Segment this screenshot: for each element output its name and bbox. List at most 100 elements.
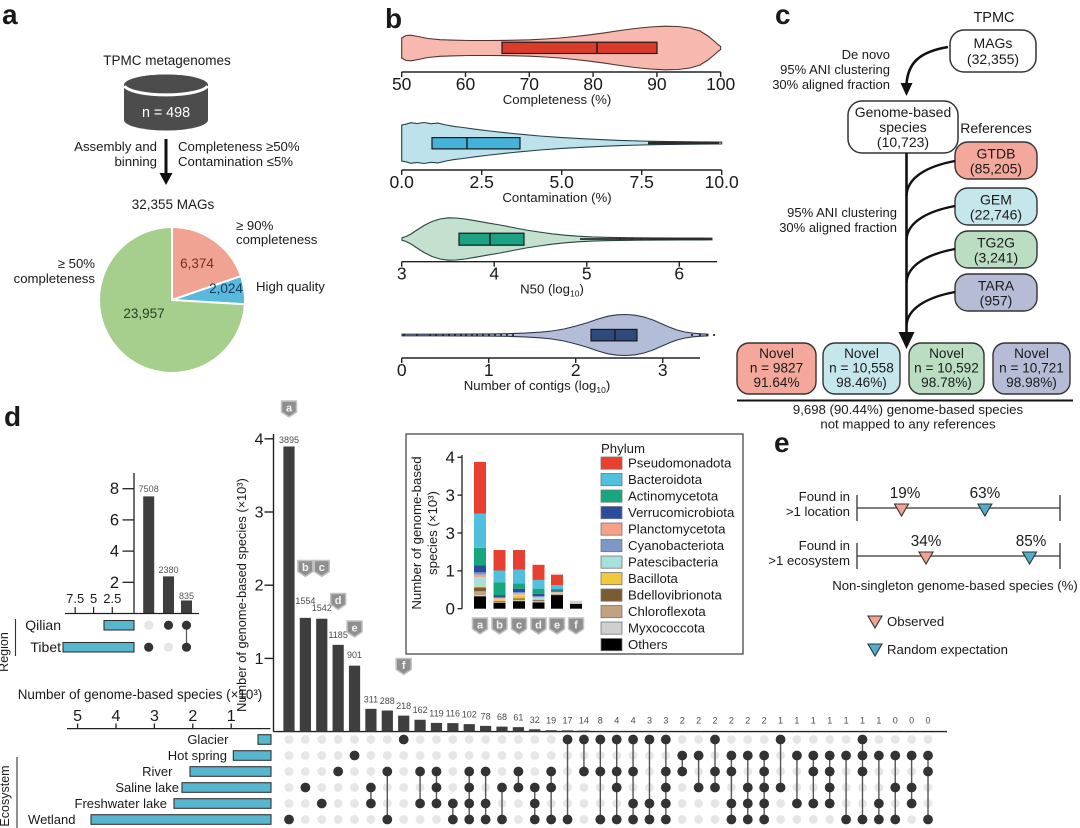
svg-text:Myxococcota: Myxococcota bbox=[628, 621, 706, 636]
svg-text:Number of contigs (log10): Number of contigs (log10) bbox=[464, 378, 611, 395]
svg-text:≥ 90%: ≥ 90% bbox=[236, 218, 274, 233]
svg-text:Number of genome-based species: Number of genome-based species (×10³) bbox=[234, 478, 249, 712]
svg-text:n = 498: n = 498 bbox=[142, 105, 190, 121]
svg-text:1: 1 bbox=[827, 716, 832, 726]
svg-text:Bdellovibrionota: Bdellovibrionota bbox=[628, 588, 723, 603]
svg-text:162: 162 bbox=[413, 705, 428, 715]
svg-text:2: 2 bbox=[762, 716, 767, 726]
svg-text:TPMC: TPMC bbox=[973, 10, 1014, 26]
svg-text:7508: 7508 bbox=[139, 484, 159, 494]
svg-text:Assembly and: Assembly and bbox=[74, 139, 157, 154]
svg-text:Freshwater lake: Freshwater lake bbox=[75, 796, 167, 811]
svg-text:d: d bbox=[4, 401, 21, 432]
svg-text:2: 2 bbox=[696, 716, 701, 726]
svg-text:32,355 MAGs: 32,355 MAGs bbox=[132, 197, 215, 212]
svg-text:6: 6 bbox=[674, 264, 684, 284]
svg-text:Novel: Novel bbox=[929, 346, 964, 361]
svg-text:Found in: Found in bbox=[799, 489, 850, 504]
svg-text:Saline lake: Saline lake bbox=[115, 780, 179, 795]
svg-text:95% ANI clustering: 95% ANI clustering bbox=[787, 205, 897, 220]
svg-text:19%: 19% bbox=[890, 485, 921, 502]
svg-text:5: 5 bbox=[73, 708, 82, 725]
svg-text:Completeness (%): Completeness (%) bbox=[503, 92, 611, 107]
svg-text:10.0: 10.0 bbox=[705, 172, 739, 192]
svg-text:f: f bbox=[574, 620, 578, 632]
svg-text:(3,241): (3,241) bbox=[974, 250, 1018, 266]
svg-text:1: 1 bbox=[484, 360, 494, 380]
svg-text:78: 78 bbox=[481, 711, 491, 721]
svg-text:Contamination (%): Contamination (%) bbox=[502, 190, 611, 205]
svg-text:2: 2 bbox=[745, 716, 750, 726]
svg-text:Others: Others bbox=[628, 637, 668, 652]
svg-text:Phylum: Phylum bbox=[601, 441, 645, 456]
svg-text:4: 4 bbox=[631, 716, 636, 726]
svg-text:116: 116 bbox=[446, 709, 460, 719]
svg-text:1: 1 bbox=[811, 716, 816, 726]
svg-text:b: b bbox=[496, 620, 503, 632]
svg-text:901: 901 bbox=[347, 650, 362, 660]
svg-text:3895: 3895 bbox=[279, 435, 299, 445]
svg-text:Chloroflexota: Chloroflexota bbox=[628, 604, 706, 619]
svg-text:Glacier: Glacier bbox=[187, 732, 229, 747]
svg-text:not mapped to any references: not mapped to any references bbox=[820, 417, 996, 432]
svg-text:7.5: 7.5 bbox=[66, 591, 84, 606]
svg-text:(10,723): (10,723) bbox=[877, 134, 929, 150]
svg-text:Ecosystem: Ecosystem bbox=[0, 765, 12, 826]
svg-text:Found in: Found in bbox=[799, 538, 850, 553]
svg-text:(22,746): (22,746) bbox=[970, 207, 1022, 223]
svg-text:3: 3 bbox=[647, 716, 652, 726]
svg-text:c: c bbox=[775, 0, 791, 30]
svg-text:MAGs: MAGs bbox=[974, 35, 1013, 51]
svg-text:2.5: 2.5 bbox=[103, 591, 121, 606]
svg-text:GTDB: GTDB bbox=[977, 146, 1016, 162]
svg-text:c: c bbox=[319, 562, 325, 574]
svg-text:19: 19 bbox=[546, 716, 556, 726]
svg-text:Patescibacteria: Patescibacteria bbox=[628, 555, 719, 570]
svg-text:2,024: 2,024 bbox=[209, 281, 243, 296]
svg-text:9,698 (90.44%) genome-based sp: 9,698 (90.44%) genome-based species bbox=[793, 402, 1024, 417]
svg-text:3: 3 bbox=[255, 505, 264, 522]
svg-text:2: 2 bbox=[110, 574, 119, 592]
svg-text:Number of genome-based species: Number of genome-based species (×10³) bbox=[18, 687, 263, 702]
svg-text:1: 1 bbox=[778, 716, 783, 726]
svg-text:n = 10,721: n = 10,721 bbox=[999, 361, 1064, 376]
svg-text:2380: 2380 bbox=[158, 565, 178, 575]
svg-text:95% ANI clustering: 95% ANI clustering bbox=[780, 62, 890, 77]
svg-text:4: 4 bbox=[489, 264, 499, 284]
svg-text:3: 3 bbox=[658, 360, 668, 380]
svg-text:1542: 1542 bbox=[312, 603, 332, 613]
svg-text:e: e bbox=[554, 620, 560, 632]
svg-text:0.0: 0.0 bbox=[390, 172, 415, 192]
svg-text:5.0: 5.0 bbox=[550, 172, 575, 192]
svg-text:3: 3 bbox=[397, 264, 407, 284]
svg-text:50: 50 bbox=[392, 74, 412, 94]
svg-text:218: 218 bbox=[396, 701, 411, 711]
svg-text:2: 2 bbox=[571, 360, 581, 380]
svg-text:2: 2 bbox=[680, 716, 685, 726]
svg-text:8: 8 bbox=[110, 480, 119, 498]
svg-text:Observed: Observed bbox=[887, 614, 944, 629]
svg-text:80: 80 bbox=[583, 74, 603, 94]
svg-text:0: 0 bbox=[893, 716, 898, 726]
svg-text:Novel: Novel bbox=[844, 346, 879, 361]
svg-text:Pseudomonadota: Pseudomonadota bbox=[628, 456, 732, 471]
svg-text:2: 2 bbox=[713, 716, 718, 726]
svg-text:References: References bbox=[960, 120, 1032, 136]
svg-text:91.64%: 91.64% bbox=[753, 375, 799, 390]
svg-text:(957): (957) bbox=[980, 293, 1013, 309]
svg-text:Verrucomicrobiota: Verrucomicrobiota bbox=[628, 505, 735, 520]
svg-text:4: 4 bbox=[614, 716, 619, 726]
svg-text:binning: binning bbox=[114, 154, 157, 169]
svg-text:4: 4 bbox=[446, 448, 455, 467]
svg-text:5: 5 bbox=[582, 264, 592, 284]
svg-text:1: 1 bbox=[844, 716, 849, 726]
svg-text:119: 119 bbox=[429, 708, 443, 718]
svg-text:n = 10,558: n = 10,558 bbox=[829, 361, 894, 376]
svg-text:completeness: completeness bbox=[236, 232, 318, 247]
svg-text:Non-singleton genome-based spe: Non-singleton genome-based species (%) bbox=[832, 578, 1078, 593]
svg-text:1: 1 bbox=[446, 562, 455, 581]
svg-text:32: 32 bbox=[530, 715, 540, 725]
svg-text:0: 0 bbox=[909, 716, 914, 726]
svg-text:completeness: completeness bbox=[14, 271, 96, 286]
svg-text:2: 2 bbox=[188, 708, 197, 725]
